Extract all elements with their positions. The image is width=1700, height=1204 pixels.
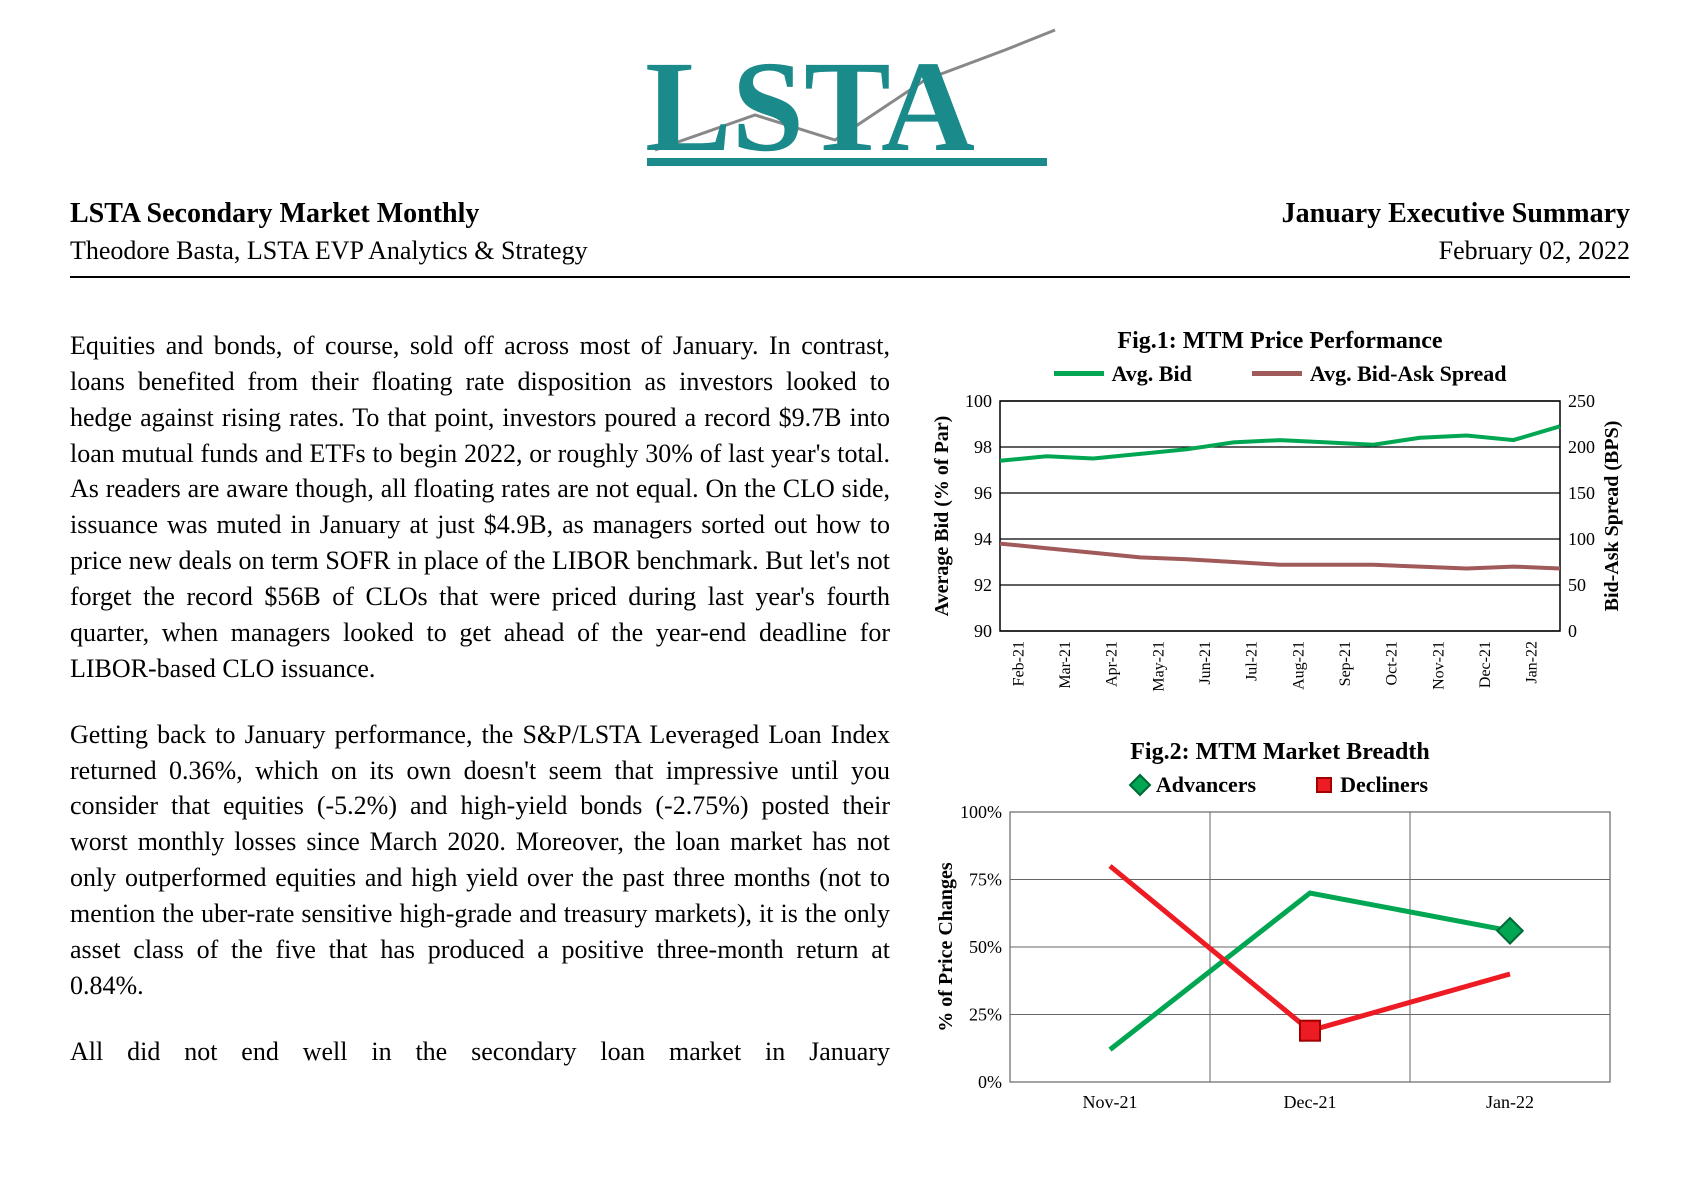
legend-line-green <box>1054 371 1104 376</box>
svg-text:94: 94 <box>974 529 992 549</box>
doc-subtitle: January Executive Summary <box>1282 195 1630 233</box>
svg-text:50: 50 <box>1568 575 1586 595</box>
svg-text:98: 98 <box>974 437 992 457</box>
header-right: January Executive Summary February 02, 2… <box>1282 195 1630 268</box>
fig1-legend1-label: Avg. Bid <box>1112 361 1192 387</box>
svg-text:25%: 25% <box>969 1004 1002 1024</box>
legend-line-brown <box>1252 371 1302 376</box>
svg-text:Feb-21: Feb-21 <box>1010 641 1027 686</box>
fig2-legend-adv: Advancers <box>1132 772 1256 798</box>
svg-text:0: 0 <box>1568 621 1577 641</box>
header-row: LSTA Secondary Market Monthly Theodore B… <box>70 195 1630 278</box>
header-left: LSTA Secondary Market Monthly Theodore B… <box>70 195 588 268</box>
doc-date: February 02, 2022 <box>1282 233 1630 268</box>
svg-text:Jan-22: Jan-22 <box>1486 1092 1534 1112</box>
legend-marker-square <box>1316 777 1332 793</box>
fig2-legend: Advancers Decliners <box>930 772 1630 798</box>
svg-text:50%: 50% <box>969 937 1002 957</box>
fig1-legend2-label: Avg. Bid-Ask Spread <box>1310 361 1507 387</box>
svg-text:Dec-21: Dec-21 <box>1477 641 1494 688</box>
svg-text:96: 96 <box>974 483 992 503</box>
svg-text:Apr-21: Apr-21 <box>1104 641 1121 687</box>
fig1-legend-spread: Avg. Bid-Ask Spread <box>1252 361 1507 387</box>
svg-text:Jun-21: Jun-21 <box>1197 641 1214 685</box>
svg-text:250: 250 <box>1568 391 1595 411</box>
fig2-chart: 0% 25% 50% 75% 100% Nov-21 Dec-21 Jan-22 % of Pr… <box>930 802 1630 1122</box>
svg-text:200: 200 <box>1568 437 1595 457</box>
doc-author: Theodore Basta, LSTA EVP Analytics & Str… <box>70 233 588 268</box>
svg-text:% of Price Changes: % of Price Changes <box>935 862 957 1032</box>
svg-text:Sep-21: Sep-21 <box>1337 641 1354 686</box>
svg-text:Jul-21: Jul-21 <box>1244 641 1261 681</box>
fig1-legend-bid: Avg. Bid <box>1054 361 1192 387</box>
svg-text:75%: 75% <box>969 869 1002 889</box>
fig2-legend-dec: Decliners <box>1316 772 1428 798</box>
svg-text:Nov-21: Nov-21 <box>1430 641 1447 690</box>
fig2-title: Fig.2: MTM Market Breadth <box>930 739 1630 766</box>
svg-text:Dec-21: Dec-21 <box>1284 1092 1337 1112</box>
paragraph-2: Getting back to January performance, the… <box>70 717 890 1004</box>
svg-text:92: 92 <box>974 575 992 595</box>
fig2-block: Fig.2: MTM Market Breadth Advancers Decl… <box>930 739 1630 1122</box>
svg-text:90: 90 <box>974 621 992 641</box>
fig2-legend2-label: Decliners <box>1340 772 1428 798</box>
svg-text:0%: 0% <box>978 1072 1002 1092</box>
svg-text:100%: 100% <box>960 802 1002 822</box>
logo: LSTA <box>635 20 1065 180</box>
charts-column: Fig.1: MTM Price Performance Avg. Bid Av… <box>930 328 1630 1122</box>
fig1-legend: Avg. Bid Avg. Bid-Ask Spread <box>930 361 1630 387</box>
fig2-legend1-label: Advancers <box>1156 772 1256 798</box>
svg-text:Jan-22: Jan-22 <box>1524 641 1541 684</box>
paragraph-1: Equities and bonds, of course, sold off … <box>70 328 890 687</box>
logo-block: LSTA <box>70 20 1630 185</box>
fig1-chart: 90 92 94 96 98 100 0 50 100 150 200 250 Feb-21 Mar-21… <box>930 391 1630 711</box>
logo-svg: LSTA <box>635 20 1065 180</box>
svg-text:150: 150 <box>1568 483 1595 503</box>
svg-text:100: 100 <box>965 391 992 411</box>
content-row: Equities and bonds, of course, sold off … <box>70 328 1630 1122</box>
svg-text:Average Bid (% of Par): Average Bid (% of Par) <box>931 416 953 617</box>
doc-title: LSTA Secondary Market Monthly <box>70 195 588 233</box>
paragraph-3: All did not end well in the secondary lo… <box>70 1034 890 1070</box>
svg-text:Nov-21: Nov-21 <box>1083 1092 1138 1112</box>
svg-text:Bid-Ask Spread (BPS): Bid-Ask Spread (BPS) <box>1601 420 1623 611</box>
svg-text:Mar-21: Mar-21 <box>1057 641 1074 689</box>
logo-text: LSTA <box>645 35 975 179</box>
svg-text:Aug-21: Aug-21 <box>1290 641 1307 690</box>
fig1-title: Fig.1: MTM Price Performance <box>930 328 1630 355</box>
fig1-block: Fig.1: MTM Price Performance Avg. Bid Av… <box>930 328 1630 711</box>
svg-text:100: 100 <box>1568 529 1595 549</box>
text-column: Equities and bonds, of course, sold off … <box>70 328 890 1122</box>
svg-text:May-21: May-21 <box>1150 641 1167 692</box>
legend-marker-diamond <box>1129 774 1152 797</box>
svg-text:Oct-21: Oct-21 <box>1384 641 1401 685</box>
